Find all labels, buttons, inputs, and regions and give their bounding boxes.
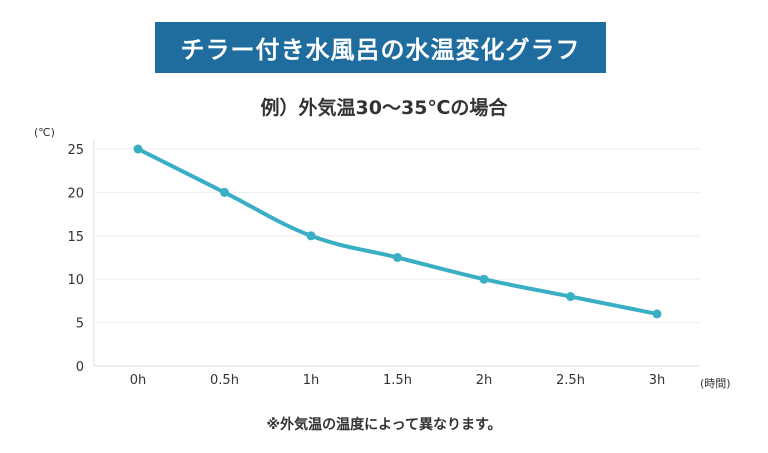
data-point [566,292,575,302]
data-point [133,144,143,154]
x-axis-unit: (時間) [700,377,731,390]
x-tick-label: 3h [649,373,666,388]
y-tick-label: 15 [67,230,84,245]
data-point [393,253,402,262]
y-tick-label: 10 [67,273,84,288]
data-point [479,274,489,284]
grid-layer [94,148,700,324]
chart-subtitle: 例）外気温30～35℃の場合 [260,97,508,119]
y-tick-labels: 0 5 10 15 20 25 [67,143,84,375]
y-axis-unit: (℃) [34,126,55,139]
series-line [136,147,659,316]
data-point [220,187,229,197]
y-tick-label: 20 [67,186,84,201]
x-tick-label: 1.5h [383,373,412,388]
footnote: ※外気温の温度によって異なります。 [266,417,502,433]
x-tick-label: 2.5h [556,373,585,388]
x-tick-label: 0h [130,373,147,388]
y-tick-label: 25 [67,143,84,158]
y-tick-label: 0 [76,360,84,375]
x-tick-label: 0.5h [210,373,239,388]
data-point [652,309,662,319]
data-point [306,231,316,241]
y-tick-label: 5 [76,317,84,332]
x-tick-labels: 0h 0.5h 1h 1.5h 2h 2.5h 3h [130,373,666,388]
chart-title-banner: チラー付き水風呂の水温変化グラフ [155,22,606,73]
x-tick-label: 1h [303,373,320,388]
x-tick-label: 2h [476,373,493,388]
series-layer [133,144,662,319]
